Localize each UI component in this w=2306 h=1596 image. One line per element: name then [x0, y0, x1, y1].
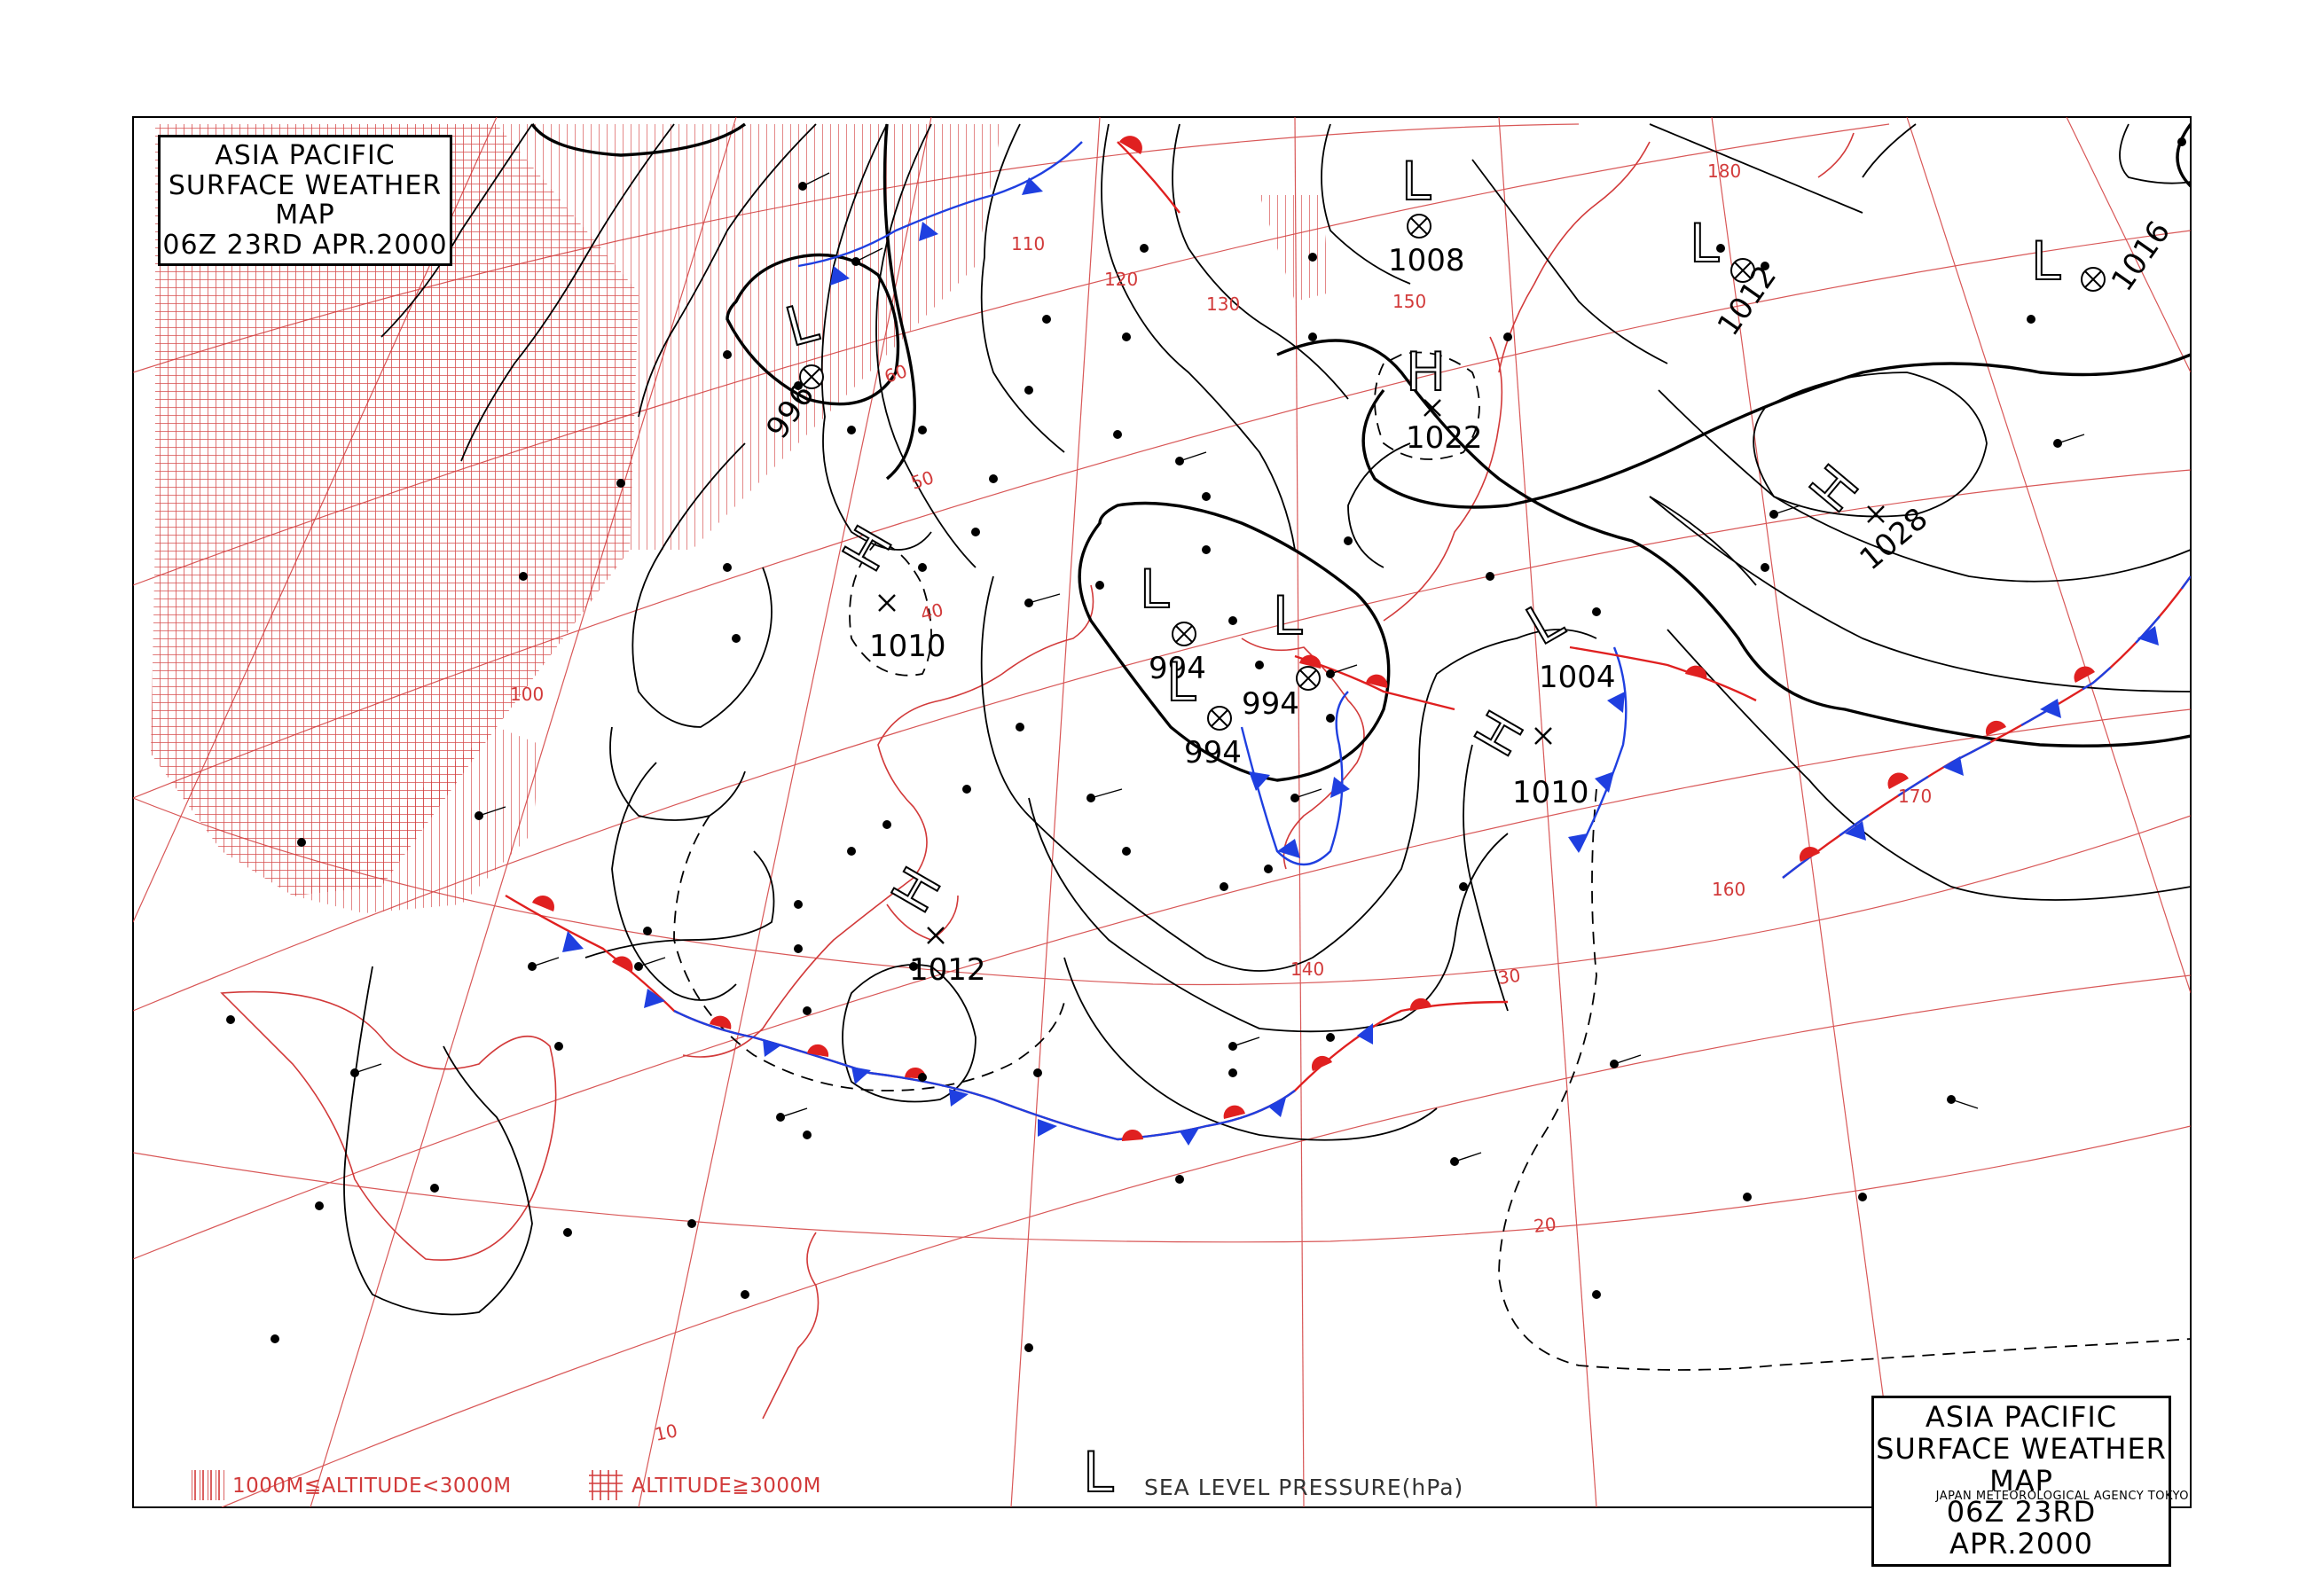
low-1008: L 1008	[1388, 150, 1465, 278]
low-1012: L 1012	[1689, 212, 1784, 342]
high-1010-east: H 1010	[1463, 700, 1589, 810]
map-title-top-left: ASIA PACIFIC SURFACE WEATHER MAP 06Z 23R…	[158, 135, 452, 267]
legend-hatch-light: 1000M≦ALTITUDE<3000M	[232, 1475, 512, 1498]
lat-label: 40	[918, 598, 945, 624]
high-value: 1012	[909, 952, 986, 988]
legend-swatch-light	[192, 1470, 225, 1500]
high-1010-west: H 1010	[830, 515, 946, 664]
low-994-b: L 994	[1165, 651, 1242, 771]
low-value: 1008	[1388, 243, 1465, 278]
title-line: SURFACE WEATHER MAP	[1876, 1431, 2167, 1498]
legend-low-symbol: L	[1082, 1439, 1115, 1498]
high-symbol: H	[1799, 454, 1872, 525]
lat-label: 30	[1496, 965, 1522, 989]
low-symbol: L	[1401, 151, 1431, 213]
low-value: 994	[1184, 735, 1242, 771]
pressure-centres: L 996 L 1008 L 1012 L 1016 H 1022 H 1028	[759, 150, 2177, 988]
lat-label: 50	[908, 466, 937, 494]
lat-label: 60	[882, 360, 910, 387]
lon-label: 180	[1707, 160, 1741, 182]
high-1022: H 1022	[1405, 340, 1483, 456]
low-value: 1004	[1539, 660, 1616, 695]
low-value: 994	[1149, 651, 1206, 686]
lat-label: 10	[653, 1420, 679, 1445]
isobars-dashed	[673, 351, 2191, 1371]
lon-label: 130	[1206, 293, 1240, 315]
low-symbol: L	[1166, 652, 1196, 714]
fronts	[505, 141, 2191, 1141]
lon-label: 110	[1011, 233, 1045, 254]
low-994-a: L 994	[1139, 558, 1206, 686]
legend-pressure-label: SEA LEVEL PRESSURE(hPa)	[1144, 1475, 1464, 1500]
legend-swatch-dense	[589, 1470, 623, 1500]
low-symbol: L	[1083, 1440, 1114, 1498]
low-value: 1012	[1711, 259, 1784, 342]
map-frame	[132, 116, 2192, 1508]
low-symbol: L	[1690, 213, 1720, 275]
high-1012: H 1012	[879, 857, 986, 988]
station-plots	[226, 137, 2186, 1352]
legend-hatch-dense: ALTITUDE≧3000M	[631, 1475, 821, 1498]
coastlines	[220, 132, 1855, 1420]
low-symbol: L	[2031, 231, 2061, 293]
graticule-labels: 60 50 40 30 20 10 100 110 120 130 140 15…	[510, 160, 1932, 1445]
lon-label: 170	[1898, 786, 1932, 807]
low-value: 994	[1242, 686, 1299, 722]
lon-label: 150	[1392, 291, 1426, 312]
low-symbol: L	[1517, 589, 1573, 658]
isobars	[343, 123, 2191, 1316]
high-symbol: H	[880, 857, 953, 923]
lon-label: 140	[1290, 958, 1324, 980]
low-1016: L 1016	[2030, 215, 2177, 298]
terrain-hatching	[151, 124, 1330, 913]
front-symbols	[532, 136, 2159, 1146]
low-symbol: L	[1273, 585, 1303, 647]
high-value: 1022	[1406, 420, 1483, 456]
low-994-c: L 994	[1242, 584, 1321, 722]
lon-label: 160	[1712, 879, 1745, 900]
high-value: 1010	[1512, 775, 1589, 810]
title-line: SURFACE WEATHER MAP	[168, 169, 443, 231]
low-value: 1016	[2105, 215, 2177, 298]
low-1004: L 1004	[1516, 588, 1616, 695]
high-value: 1010	[869, 629, 946, 664]
high-symbol: H	[1463, 701, 1537, 767]
high-symbol: H	[1406, 341, 1446, 403]
map-title-bottom-right: ASIA PACIFIC SURFACE WEATHER MAP 06Z 23R…	[1871, 1396, 2171, 1568]
lon-label: 120	[1104, 269, 1138, 290]
isobars-bold	[530, 122, 2191, 782]
low-symbol: L	[1140, 559, 1170, 621]
title-line: 06Z 23RD APR.2000	[162, 229, 448, 261]
agency-credit: JAPAN METEOROLOGICAL AGENCY TOKYO	[1935, 1490, 2189, 1503]
high-symbol: H	[831, 516, 905, 582]
lon-label: 100	[510, 684, 544, 705]
title-line: ASIA PACIFIC	[1925, 1400, 2118, 1434]
title-line: ASIA PACIFIC	[215, 140, 396, 171]
title-line: 06Z 23RD APR.2000	[1946, 1495, 2097, 1561]
graticule	[133, 117, 2191, 1507]
lat-label: 20	[1533, 1213, 1557, 1237]
